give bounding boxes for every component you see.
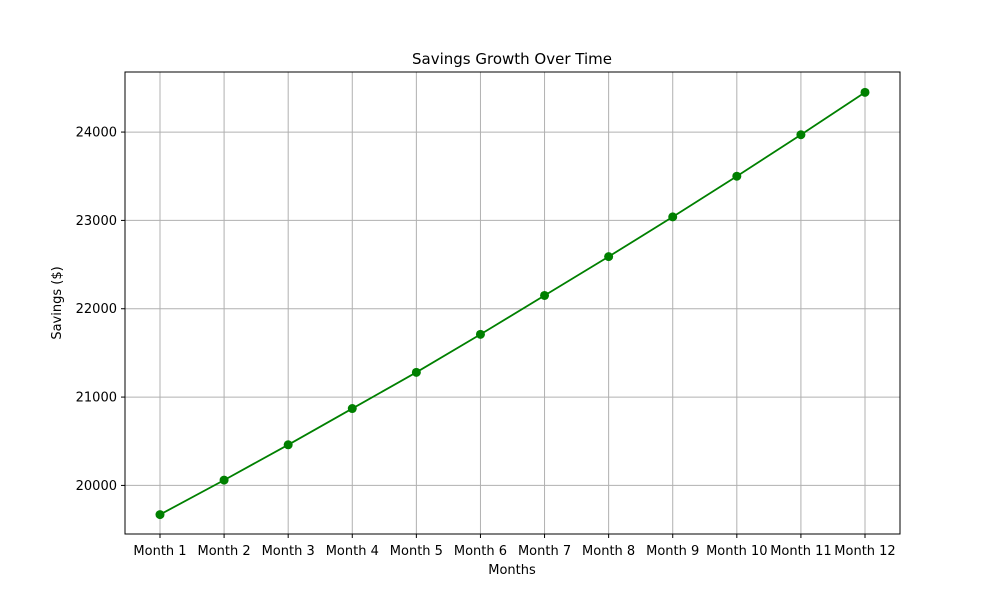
data-point bbox=[732, 171, 742, 181]
grid bbox=[125, 72, 900, 534]
x-tick-label: Month 12 bbox=[834, 544, 895, 559]
x-tick-label: Month 1 bbox=[133, 544, 186, 559]
data-point bbox=[540, 290, 550, 300]
data-point bbox=[475, 329, 485, 339]
data-point bbox=[860, 87, 870, 97]
x-tick-label: Month 6 bbox=[454, 544, 507, 559]
data-point bbox=[219, 475, 229, 485]
plot-area-frame bbox=[124, 71, 901, 535]
chart-title: Savings Growth Over Time bbox=[412, 50, 612, 68]
x-tick-label: Month 4 bbox=[326, 544, 379, 559]
data-point bbox=[668, 212, 678, 222]
x-tick-label: Month 9 bbox=[646, 544, 699, 559]
y-axis-label: Savings ($) bbox=[50, 266, 65, 339]
x-tick-label: Month 5 bbox=[390, 544, 443, 559]
data-point bbox=[155, 510, 165, 520]
y-tick-label: 23000 bbox=[76, 214, 117, 229]
data-point bbox=[604, 252, 614, 262]
x-tick-label: Month 2 bbox=[198, 544, 251, 559]
series bbox=[155, 87, 870, 520]
y-tick-label: 24000 bbox=[76, 126, 117, 141]
ticks: Month 1 Month 2 Month 3 Month 4 Month 5 Month… bbox=[76, 126, 896, 559]
x-axis-label: Months bbox=[488, 563, 536, 578]
data-point bbox=[411, 367, 421, 377]
y-tick-label: 21000 bbox=[76, 391, 117, 406]
x-tick-label: Month 7 bbox=[518, 544, 571, 559]
series-line bbox=[159, 91, 866, 516]
y-tick-label: 22000 bbox=[76, 302, 117, 317]
y-tick-label: 20000 bbox=[76, 479, 117, 494]
x-tick-label: Month 10 bbox=[706, 544, 767, 559]
x-tick-label: Month 3 bbox=[262, 544, 315, 559]
data-point bbox=[347, 404, 357, 414]
data-point bbox=[283, 440, 293, 450]
x-tick-label: Month 8 bbox=[582, 544, 635, 559]
x-tick-label: Month 11 bbox=[770, 544, 831, 559]
data-point bbox=[796, 130, 806, 140]
